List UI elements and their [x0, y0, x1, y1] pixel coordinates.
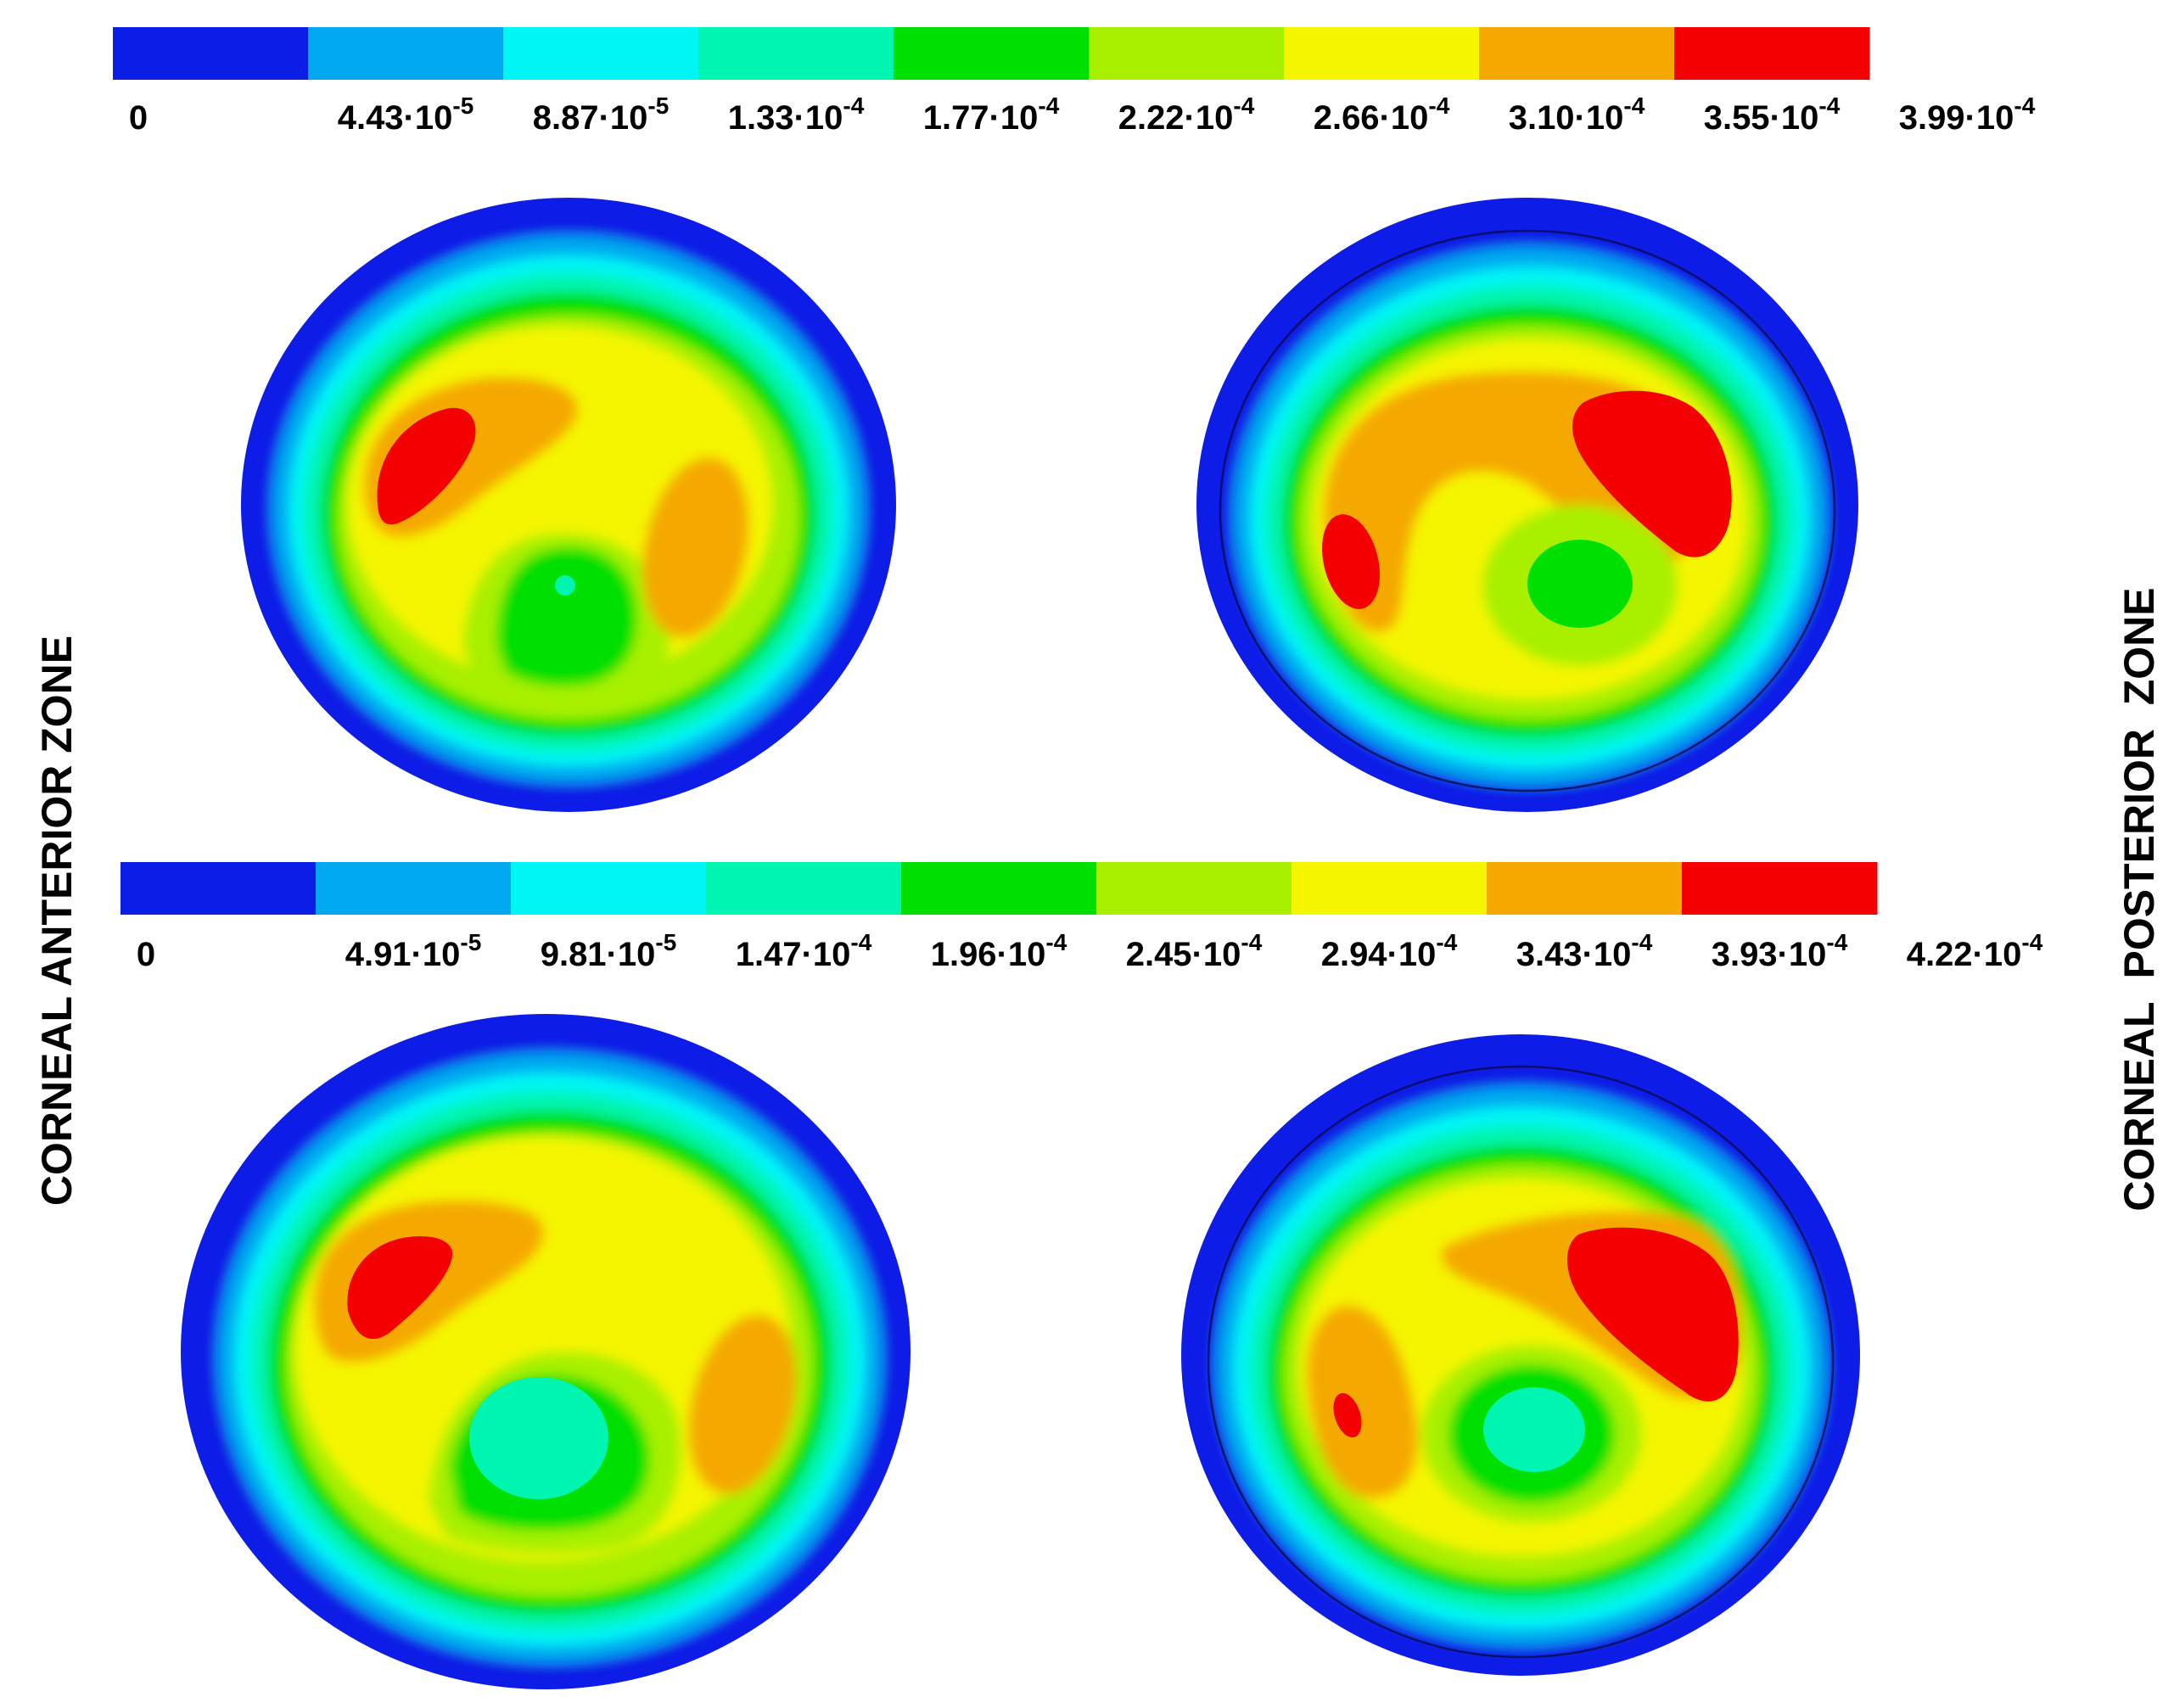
- legend-swatch: [1089, 27, 1285, 80]
- legend-tick-label: 3.93·10-4: [1712, 929, 1848, 973]
- legend-tick-label: 1.47·10-4: [736, 929, 872, 973]
- legend-swatch: [1096, 862, 1292, 915]
- legend-swatch: [316, 862, 512, 915]
- legend-swatch: [1284, 27, 1480, 80]
- legend-tick-label: 2.94·10-4: [1321, 929, 1458, 973]
- legend-swatch: [894, 27, 1090, 80]
- legend-tick-label: 0: [137, 936, 155, 973]
- contour-map-anterior-bottom: [181, 1014, 911, 1689]
- contour-map-posterior-top: [1196, 198, 1858, 812]
- legend-swatch: [120, 862, 317, 915]
- legend-swatch: [1292, 862, 1488, 915]
- legend-tick-label: 4.43·10-5: [338, 92, 474, 137]
- legend-tick-label: 2.22·10-4: [1118, 92, 1255, 137]
- color-legend-top: 0 4.43·10-5 8.87·10-5 1.33·10-4 1.77·10-4 2.2…: [113, 27, 2036, 137]
- legend-tick-label: 0: [129, 99, 148, 137]
- legend-swatch: [901, 862, 1097, 915]
- legend-tick-label: 4.22·10-4: [1907, 929, 2043, 973]
- legend-tick-label: 3.99·10-4: [1899, 92, 2036, 137]
- legend-tick-label: 3.10·10-4: [1509, 92, 1645, 137]
- legend-swatch: [698, 27, 894, 80]
- legend-swatch: [308, 27, 504, 80]
- legend-tick-label: 1.77·10-4: [923, 92, 1060, 137]
- legend-tick-label: 3.43·10-4: [1516, 929, 1653, 973]
- legend-tick-label: 1.33·10-4: [728, 92, 865, 137]
- contour-map-anterior-top: [241, 198, 896, 812]
- color-legend-bottom: 0 4.91·10-5 9.81·10-5 1.47·10-4 1.96·10-4 2.4…: [120, 862, 2043, 973]
- legend-swatch: [113, 27, 309, 80]
- legend-tick-label: 4.91·10-5: [345, 929, 482, 973]
- side-label-posterior: CORNEAL POSTERIOR ZONE: [2115, 587, 2163, 1211]
- legend-swatch: [503, 27, 699, 80]
- legend-swatch: [511, 862, 707, 915]
- legend-swatch: [1674, 27, 1870, 80]
- legend-tick-label: 2.45·10-4: [1126, 929, 1263, 973]
- legend-tick-label: 2.66·10-4: [1314, 92, 1450, 137]
- legend-tick-label: 3.55·10-4: [1704, 92, 1841, 137]
- legend-swatch: [1682, 862, 1878, 915]
- side-label-anterior: CORNEAL ANTERIOR ZONE: [33, 636, 81, 1206]
- legend-swatch: [1479, 27, 1675, 80]
- legend-tick-label: 1.96·10-4: [931, 929, 1067, 973]
- legend-tick-label: 9.81·10-5: [541, 929, 677, 973]
- legend-swatch: [706, 862, 902, 915]
- legend-swatch: [1487, 862, 1683, 915]
- legend-tick-label: 8.87·10-5: [533, 92, 670, 137]
- contour-map-posterior-bottom: [1181, 1034, 1860, 1676]
